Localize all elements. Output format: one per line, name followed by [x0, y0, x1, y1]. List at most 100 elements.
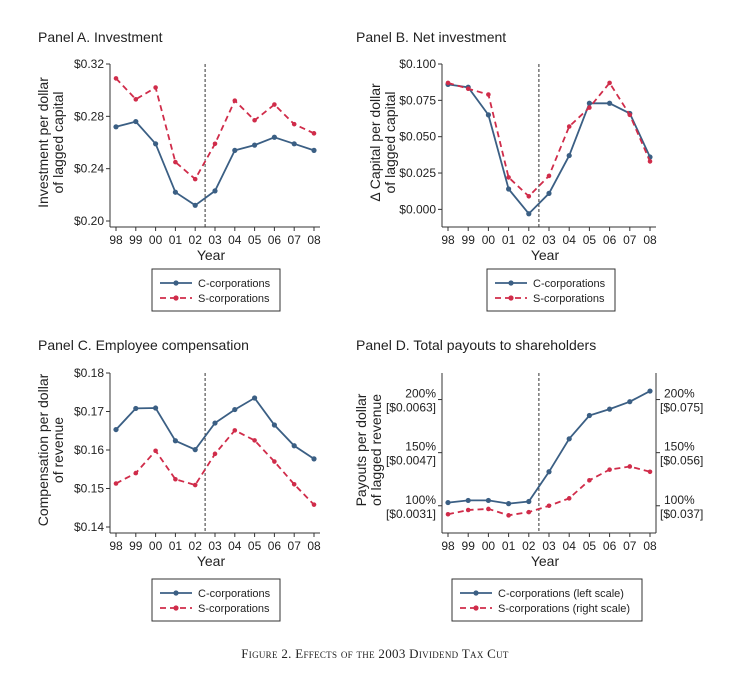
data-point-s	[627, 464, 633, 469]
y-tick-label: $0.14	[74, 520, 104, 534]
y-tick-label: $0.32	[74, 57, 104, 71]
y-axis-label: of lagged revenue	[368, 394, 384, 506]
legend-box	[486, 268, 616, 312]
y-tick-sublabel-left: [$0.0031]	[386, 507, 436, 521]
data-point-c	[627, 399, 633, 405]
data-point-s	[113, 481, 119, 486]
x-tick-label: 98	[441, 233, 455, 247]
data-point-c	[133, 118, 139, 125]
panel-b: Panel B. Net investment $0.000 $0.025 $0.05…	[356, 29, 657, 312]
data-point-c	[506, 186, 512, 192]
legend-box	[151, 578, 281, 622]
data-point-c	[546, 190, 552, 196]
data-point-c	[445, 499, 451, 506]
y-tick-label: $0.075	[399, 93, 436, 107]
x-tick-label: 01	[169, 233, 183, 247]
data-point-s	[173, 159, 178, 165]
data-point-c	[465, 497, 471, 504]
data-point-s	[311, 131, 317, 136]
legend-label: C-corporations	[198, 278, 271, 290]
data-point-c	[113, 426, 119, 433]
data-point-c	[271, 422, 277, 428]
data-point-c	[311, 456, 317, 462]
panel-title: Panel A. Investment	[38, 29, 163, 45]
x-tick-label: 03	[542, 539, 556, 553]
panel-title: Panel C. Employee compensation	[38, 337, 249, 353]
x-tick-label: 05	[583, 539, 597, 553]
data-point-s	[153, 448, 158, 454]
x-tick-label: 00	[482, 539, 496, 553]
data-point-s	[486, 506, 491, 512]
y-tick-label: $0.15	[74, 482, 104, 496]
legend-label: C-corporations	[533, 278, 606, 290]
data-point-s	[566, 496, 572, 501]
x-tick-label: 02	[522, 233, 536, 247]
y-tick-label: $0.025	[399, 166, 436, 180]
data-point-s	[647, 159, 653, 164]
data-point-s	[173, 476, 178, 482]
x-tick-label: 04	[563, 539, 577, 553]
x-axis-label: Year	[197, 553, 226, 569]
data-point-c	[212, 420, 218, 426]
data-point-c	[647, 388, 653, 394]
data-point-c	[232, 406, 238, 413]
data-point-c	[526, 498, 532, 505]
data-point-c	[252, 395, 258, 401]
x-tick-label: 99	[129, 233, 143, 247]
data-point-s	[566, 124, 572, 129]
data-point-s	[153, 85, 158, 90]
data-point-s	[607, 80, 612, 86]
y-axis-label: Compensation per dollar	[35, 373, 51, 526]
data-point-s	[627, 112, 633, 118]
data-point-c	[271, 134, 277, 140]
data-point-s	[647, 469, 653, 475]
y-tick-label-left: 150%	[405, 440, 436, 454]
data-point-c	[252, 142, 258, 148]
legend-swatch-marker	[473, 590, 479, 596]
data-point-s	[113, 76, 119, 81]
x-tick-label: 02	[189, 539, 203, 553]
data-point-s	[486, 92, 491, 97]
data-point-c	[113, 124, 119, 130]
x-tick-label: 99	[462, 233, 476, 247]
series-line-c-corporations	[115, 396, 315, 460]
legend-swatch-marker	[473, 605, 479, 611]
x-tick-label: 06	[603, 539, 617, 553]
legend-swatch-marker	[508, 280, 514, 286]
data-point-c	[133, 405, 139, 412]
x-tick-label: 01	[502, 233, 516, 247]
data-point-c	[546, 469, 552, 475]
data-point-c	[192, 202, 198, 208]
data-point-s	[212, 451, 218, 457]
y-axis-label: Δ Capital per dollar	[367, 83, 383, 202]
data-point-c	[485, 497, 491, 504]
y-axis-label: of lagged capital	[50, 92, 66, 194]
legend-swatch-marker	[173, 590, 179, 596]
legend-swatch-marker	[173, 280, 179, 286]
y-tick-label: $0.24	[74, 162, 104, 176]
x-tick-label: 02	[522, 539, 536, 553]
x-tick-label: 03	[542, 233, 556, 247]
y-axis-label: Payouts per dollar	[353, 393, 369, 506]
x-tick-label: 02	[189, 233, 203, 247]
data-point-c	[586, 100, 593, 106]
y-axis-label: of lagged capital	[382, 92, 398, 194]
y-tick-label: $0.28	[74, 109, 104, 123]
data-point-s	[587, 477, 592, 483]
legend-swatch-marker	[173, 295, 179, 301]
y-tick-label: $0.20	[74, 214, 104, 228]
x-tick-label: 04	[563, 233, 577, 247]
y-axis-label: of revenue	[50, 417, 66, 483]
series-line-s-corporations	[115, 77, 315, 181]
y-axis-label: Investment per dollar	[35, 77, 51, 208]
data-point-s	[252, 117, 257, 123]
y-tick-sublabel-right: [$0.075]	[660, 401, 703, 415]
data-point-s	[272, 459, 277, 464]
x-tick-label: 08	[307, 233, 321, 247]
x-axis-label: Year	[531, 553, 560, 569]
data-point-s	[232, 98, 238, 103]
legend-box	[451, 578, 643, 622]
data-point-s	[272, 102, 277, 107]
panel-a: Panel A. Investment $0.20 $0.24 $0.28 $0.32 9…	[35, 29, 321, 312]
